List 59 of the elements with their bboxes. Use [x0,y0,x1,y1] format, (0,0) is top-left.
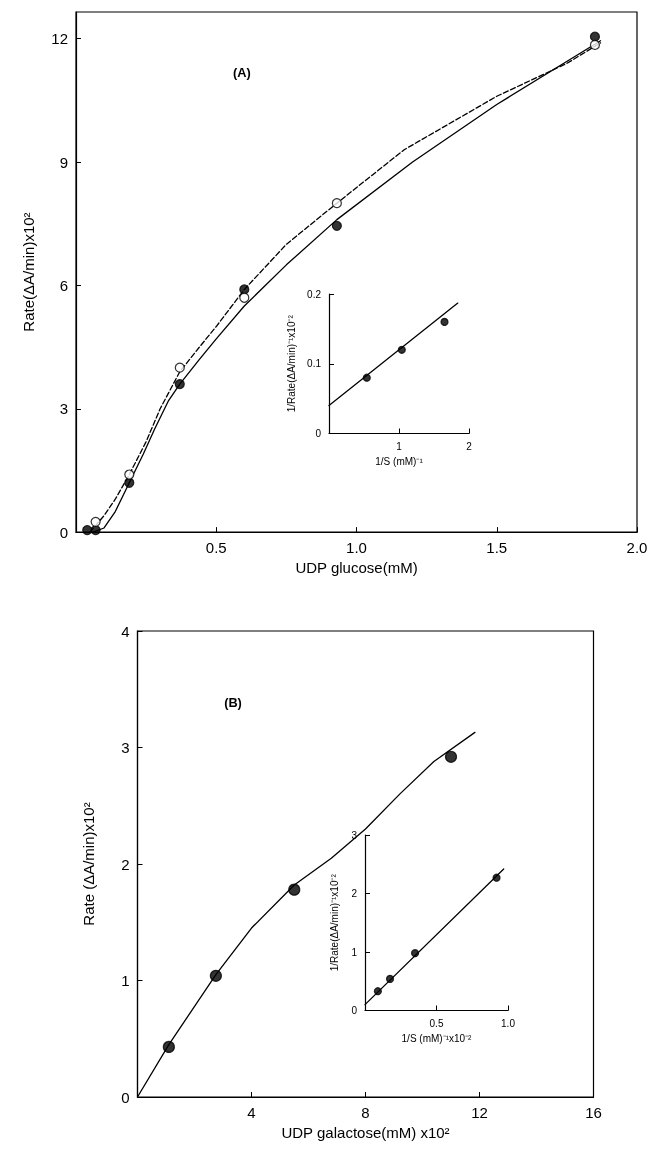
x-axis-title: UDP glucose(mM) [295,559,418,576]
point [397,345,406,354]
point [124,477,135,488]
point [288,883,301,896]
point [444,750,458,763]
x-tick-label: 0.5 [205,539,227,557]
point [589,31,601,42]
y-tick-label: 0 [351,1005,358,1016]
x-tick-label: 8 [361,1104,370,1121]
y-tick-label: 2 [121,855,130,873]
x-axis-title: UDP galactose(mM) x10² [281,1123,450,1141]
y-tick-label: 0 [59,523,68,541]
point [385,974,395,984]
y-tick-label: 9 [59,153,68,171]
point [82,524,93,536]
y-tick-label: 1 [121,972,130,989]
y-tick-label: 3 [121,739,130,756]
point [373,987,382,996]
x-axis-title: 1/S (mM)⁻¹x10⁻² [401,1032,473,1044]
annotation: (B) [224,695,242,711]
y-tick-label: 12 [51,30,68,48]
x-tick-label: 1.0 [501,1018,516,1029]
x-tick-label: 2.0 [626,539,648,557]
y-tick-label: 0.1 [307,358,322,370]
y-tick-label: 0.2 [307,288,322,300]
annotation: (A) [233,64,251,80]
x-tick-label: 0.5 [429,1018,444,1029]
point [124,469,135,480]
y-tick-label: 2 [351,888,358,899]
point [410,949,420,958]
point [239,284,250,295]
x-axis-title: 1/S (mM)⁻¹ [375,455,424,467]
x-tick-label: 16 [585,1104,602,1121]
point [209,969,222,982]
point [492,873,501,882]
y-axis-title: Rate(ΔA/min)x10² [20,212,37,332]
y-axis-title: 1/Rate(ΔA/min)⁻¹x10⁻² [285,314,297,413]
point [331,220,342,231]
point [589,39,601,50]
point [362,373,371,382]
y-axis-title: Rate (ΔA/min)x10² [79,802,97,926]
point [174,378,185,390]
point [90,516,101,527]
x-tick-label: 1.0 [346,539,367,557]
x-tick-label: 4 [247,1104,256,1121]
point [174,362,185,373]
y-tick-label: 6 [59,276,68,294]
y-tick-label: 3 [59,400,68,418]
x-tick-label: 1.5 [486,539,508,557]
point [239,292,250,303]
point [162,1040,175,1053]
y-axis-title: 1/Rate(ΔA/min)⁻¹x10⁻² [328,873,340,972]
y-tick-label: 4 [121,622,130,640]
x-tick-label: 12 [471,1104,488,1121]
y-tick-label: 0 [315,428,322,439]
y-tick-label: 1 [351,946,358,958]
point [331,198,342,209]
y-tick-label: 0 [121,1088,130,1106]
point [440,317,449,326]
